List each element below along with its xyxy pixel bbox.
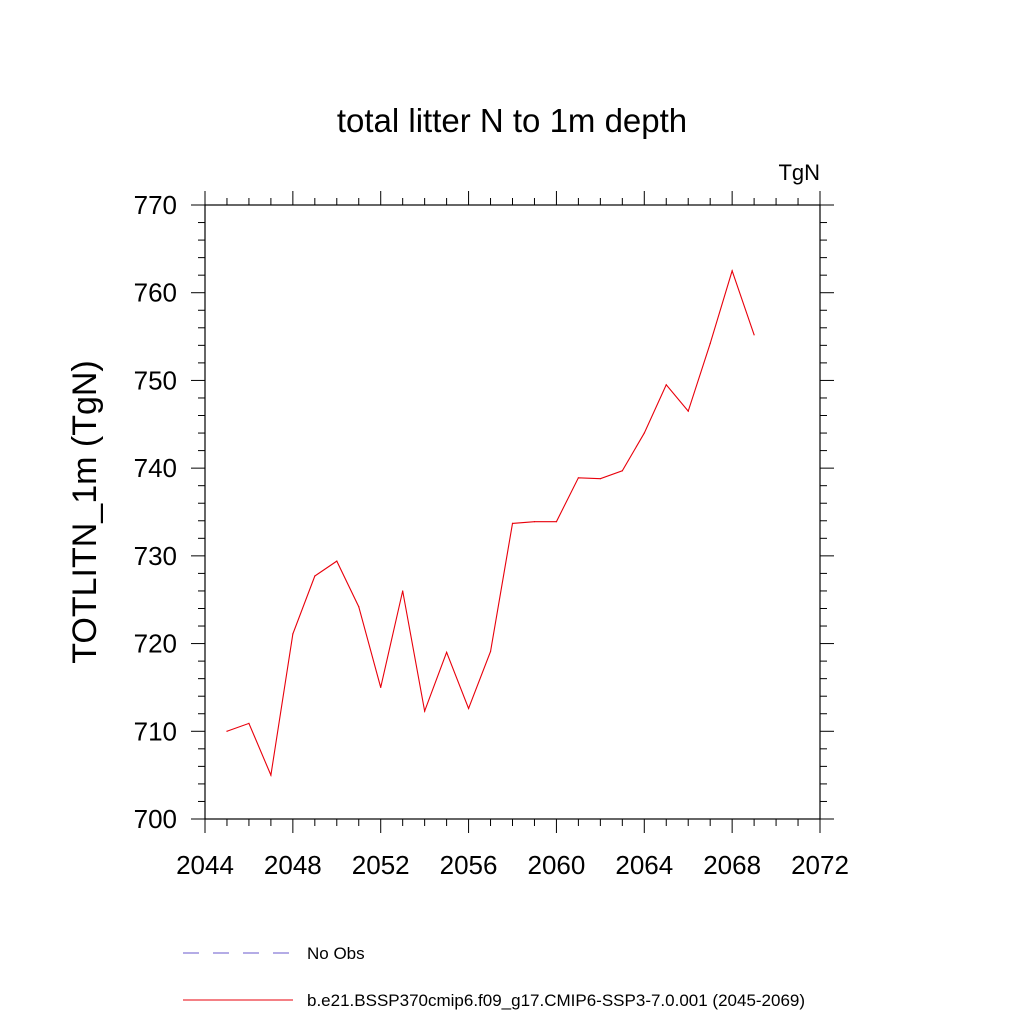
y-tick-label: 770: [134, 190, 177, 220]
data-point: [511, 522, 514, 525]
series-group: [226, 268, 755, 778]
data-point: [621, 470, 623, 472]
y-tick-label: 740: [134, 453, 177, 483]
data-point: [446, 651, 448, 653]
data-point: [555, 521, 558, 523]
y-tick-label: 750: [134, 365, 177, 395]
y-tick-label: 720: [134, 629, 177, 659]
y-tick-label: 760: [134, 278, 177, 308]
x-tick-label: 2044: [176, 850, 234, 880]
x-tick-label: 2064: [615, 850, 673, 880]
y-tick-label: 710: [134, 716, 177, 746]
plot-frame: [204, 204, 821, 820]
data-point: [753, 334, 755, 336]
legend: No Obs b.e21.BSSP370cmip6.f09_g17.CMIP6-…: [183, 944, 805, 1010]
data-point: [314, 575, 316, 577]
data-point: [687, 410, 689, 412]
data-point: [226, 730, 228, 732]
y-tick-label: 730: [134, 541, 177, 571]
y-tick-label: 700: [134, 804, 177, 834]
series-line: [226, 268, 755, 778]
x-tick-label: 2068: [703, 850, 761, 880]
data-point: [380, 686, 382, 689]
data-point: [248, 722, 250, 724]
data-point: [467, 707, 470, 710]
data-point: [292, 633, 294, 635]
legend-label-no-obs: No Obs: [307, 944, 365, 963]
data-point: [533, 521, 536, 523]
x-tick-label: 2056: [440, 850, 498, 880]
data-point: [358, 606, 360, 608]
data-point: [270, 774, 272, 776]
x-tick-label: 2048: [264, 850, 322, 880]
x-tick-labels: 2044 2048 2052 2056 2060 2064 2068 2072: [176, 850, 849, 880]
legend-label-model: b.e21.BSSP370cmip6.f09_g17.CMIP6-SSP3-7.…: [307, 991, 805, 1010]
data-point: [577, 477, 579, 479]
x-tick-label: 2060: [528, 850, 586, 880]
data-point: [402, 590, 404, 592]
y-axis-label: TOTLITN_1m (TgN): [66, 360, 104, 664]
data-point: [599, 478, 601, 480]
chart-title: total litter N to 1m depth: [337, 102, 687, 139]
x-tick-label: 2052: [352, 850, 410, 880]
x-tick-label: 2072: [791, 850, 849, 880]
data-point: [424, 710, 426, 712]
data-point: [489, 650, 492, 653]
y-tick-labels: 700 710 720 730 740 750 760 770: [134, 190, 177, 834]
data-point: [665, 384, 667, 386]
axis-ticks: [191, 191, 834, 833]
data-point: [336, 560, 338, 562]
units-label: TgN: [778, 160, 820, 185]
data-point: [731, 270, 733, 272]
data-point: [643, 432, 645, 434]
data-point: [709, 342, 711, 345]
